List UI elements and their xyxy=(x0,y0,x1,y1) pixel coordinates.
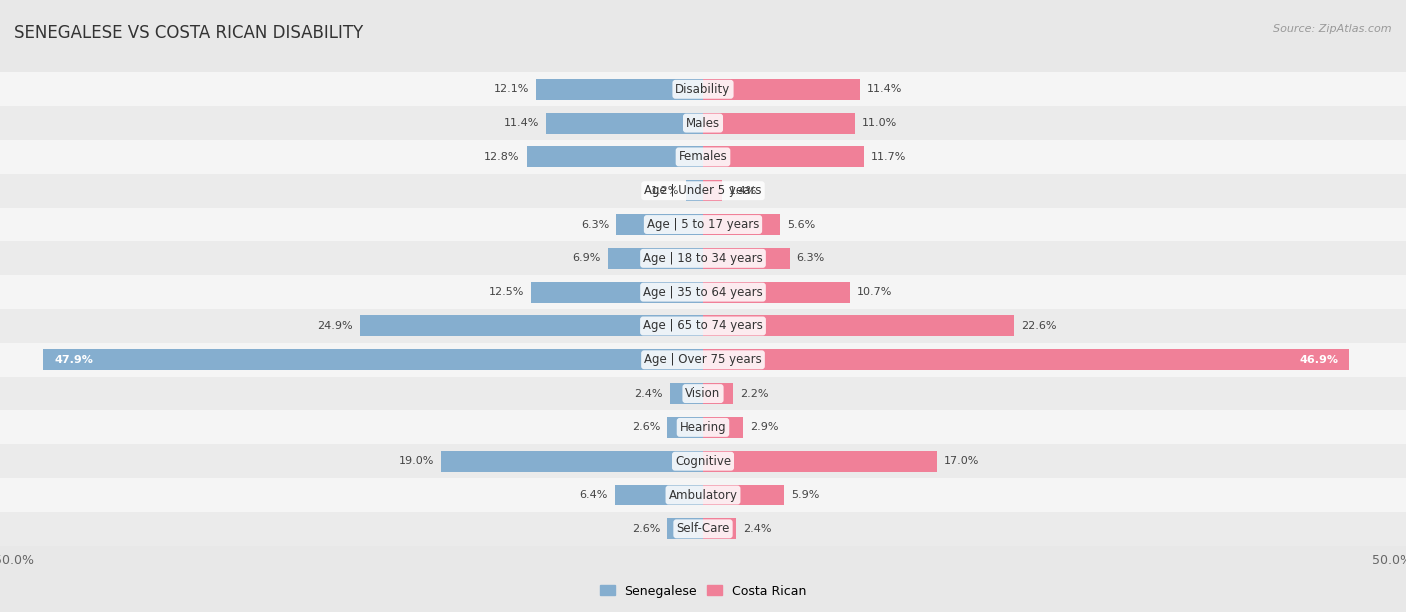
Bar xyxy=(703,113,855,133)
Text: Disability: Disability xyxy=(675,83,731,96)
Text: 47.9%: 47.9% xyxy=(53,355,93,365)
Text: Females: Females xyxy=(679,151,727,163)
Text: 6.3%: 6.3% xyxy=(581,220,609,230)
Text: Age | 5 to 17 years: Age | 5 to 17 years xyxy=(647,218,759,231)
Text: Age | 18 to 34 years: Age | 18 to 34 years xyxy=(643,252,763,265)
Text: 1.2%: 1.2% xyxy=(651,185,679,196)
Bar xyxy=(703,315,1014,337)
Text: 2.4%: 2.4% xyxy=(634,389,664,398)
Text: 11.7%: 11.7% xyxy=(872,152,907,162)
Text: Age | Under 5 years: Age | Under 5 years xyxy=(644,184,762,197)
Bar xyxy=(703,214,780,235)
Text: 6.9%: 6.9% xyxy=(572,253,600,263)
Bar xyxy=(536,79,703,100)
Text: Males: Males xyxy=(686,117,720,130)
Text: Age | 35 to 64 years: Age | 35 to 64 years xyxy=(643,286,763,299)
Text: 2.9%: 2.9% xyxy=(749,422,779,433)
Text: 11.0%: 11.0% xyxy=(862,118,897,128)
Bar xyxy=(703,181,723,201)
FancyBboxPatch shape xyxy=(0,309,1406,343)
Text: 2.2%: 2.2% xyxy=(740,389,769,398)
Bar xyxy=(607,248,703,269)
FancyBboxPatch shape xyxy=(0,478,1406,512)
Text: Hearing: Hearing xyxy=(679,421,727,434)
FancyBboxPatch shape xyxy=(0,275,1406,309)
Bar xyxy=(703,349,1350,370)
Bar xyxy=(703,450,938,472)
Text: Ambulatory: Ambulatory xyxy=(668,488,738,501)
Text: 24.9%: 24.9% xyxy=(318,321,353,331)
Bar xyxy=(668,417,703,438)
Text: Source: ZipAtlas.com: Source: ZipAtlas.com xyxy=(1274,24,1392,34)
Text: SENEGALESE VS COSTA RICAN DISABILITY: SENEGALESE VS COSTA RICAN DISABILITY xyxy=(14,24,363,42)
Text: 10.7%: 10.7% xyxy=(858,287,893,297)
FancyBboxPatch shape xyxy=(0,242,1406,275)
Bar xyxy=(546,113,703,133)
Text: Vision: Vision xyxy=(685,387,721,400)
Bar xyxy=(686,181,703,201)
Text: Age | 65 to 74 years: Age | 65 to 74 years xyxy=(643,319,763,332)
Bar xyxy=(669,383,703,404)
Bar xyxy=(703,485,785,506)
Bar xyxy=(616,214,703,235)
Bar xyxy=(44,349,703,370)
FancyBboxPatch shape xyxy=(0,444,1406,478)
FancyBboxPatch shape xyxy=(0,106,1406,140)
Legend: Senegalese, Costa Rican: Senegalese, Costa Rican xyxy=(595,580,811,603)
FancyBboxPatch shape xyxy=(0,411,1406,444)
FancyBboxPatch shape xyxy=(0,72,1406,106)
Text: 11.4%: 11.4% xyxy=(868,84,903,94)
Text: 46.9%: 46.9% xyxy=(1299,355,1339,365)
Bar xyxy=(531,282,703,303)
Text: 12.5%: 12.5% xyxy=(488,287,524,297)
Text: 2.6%: 2.6% xyxy=(631,524,661,534)
Text: 11.4%: 11.4% xyxy=(503,118,538,128)
Text: Age | Over 75 years: Age | Over 75 years xyxy=(644,353,762,366)
Bar xyxy=(614,485,703,506)
FancyBboxPatch shape xyxy=(0,140,1406,174)
Text: 12.1%: 12.1% xyxy=(494,84,530,94)
Text: 12.8%: 12.8% xyxy=(484,152,520,162)
Text: 19.0%: 19.0% xyxy=(399,456,434,466)
FancyBboxPatch shape xyxy=(0,343,1406,376)
Text: 22.6%: 22.6% xyxy=(1021,321,1057,331)
FancyBboxPatch shape xyxy=(0,512,1406,546)
Bar xyxy=(360,315,703,337)
Text: 5.9%: 5.9% xyxy=(792,490,820,500)
Bar xyxy=(703,282,851,303)
Bar xyxy=(703,417,742,438)
Bar xyxy=(703,383,734,404)
FancyBboxPatch shape xyxy=(0,207,1406,242)
Text: 6.3%: 6.3% xyxy=(797,253,825,263)
Bar xyxy=(527,146,703,168)
Text: 1.4%: 1.4% xyxy=(730,185,758,196)
Bar xyxy=(441,450,703,472)
Text: Cognitive: Cognitive xyxy=(675,455,731,468)
Text: Self-Care: Self-Care xyxy=(676,522,730,536)
Text: 6.4%: 6.4% xyxy=(579,490,607,500)
Bar xyxy=(703,518,737,539)
Text: 2.4%: 2.4% xyxy=(742,524,772,534)
Bar xyxy=(668,518,703,539)
FancyBboxPatch shape xyxy=(0,376,1406,411)
Text: 2.6%: 2.6% xyxy=(631,422,661,433)
Bar xyxy=(703,248,790,269)
Bar xyxy=(703,146,865,168)
FancyBboxPatch shape xyxy=(0,174,1406,207)
Bar xyxy=(703,79,860,100)
Text: 17.0%: 17.0% xyxy=(945,456,980,466)
Text: 5.6%: 5.6% xyxy=(787,220,815,230)
